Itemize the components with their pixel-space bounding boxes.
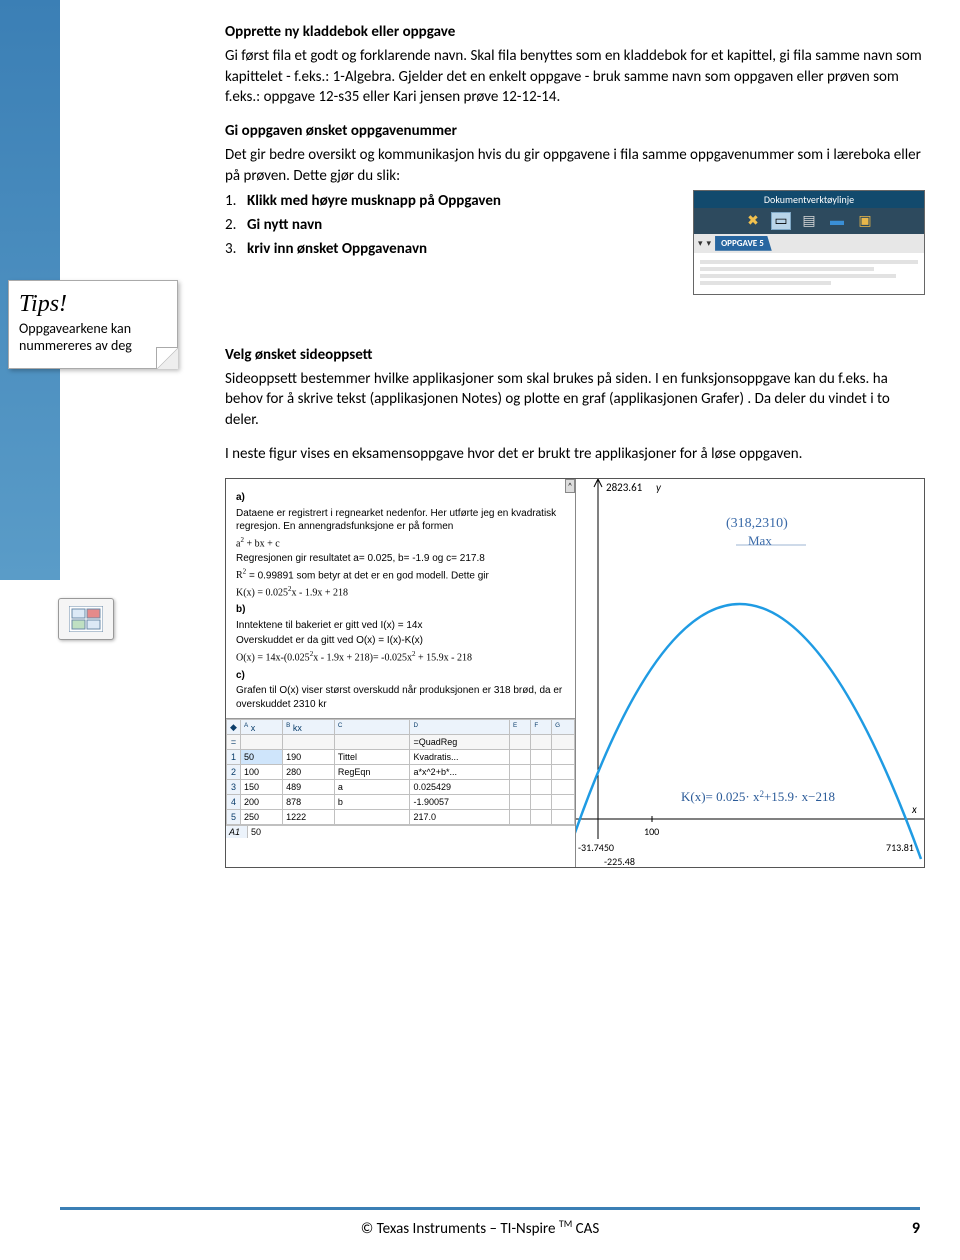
page-layout-icon [58, 598, 114, 640]
footer-rule [60, 1207, 920, 1210]
tips-body: Oppgavearkene kan nummereres av deg [19, 320, 167, 354]
col-c: C [334, 720, 410, 735]
notes-a-2: Regresjonen gir resultatet a= 0.025, b= … [236, 552, 565, 566]
graph-equation: K(x)= 0.025· x2+15.9· x−218 [681, 789, 835, 804]
table-row: 3150489a0.025429 [227, 780, 575, 795]
toolbar-preview [694, 253, 924, 294]
notes-a-r2: R2 = 0.99891 som betyr at det er en god … [236, 568, 565, 583]
svg-text:x: x [911, 803, 917, 816]
para-layout-2: I neste figur vises en eksamensoppgave h… [225, 444, 925, 464]
graph-pane: 2823.61 y (318,2310) Max K(x)= 0.025· x2… [576, 479, 924, 867]
book-icon: ▬ [827, 212, 847, 230]
sheet-header-row: ◆ A x B kx C D E F G [227, 720, 575, 735]
app-screenshot: ^ a) Dataene er registrert i regnearket … [225, 478, 925, 868]
svg-text:Max: Max [748, 533, 772, 548]
folder-icon: ▣ [855, 212, 875, 230]
graph-svg: 2823.61 y (318,2310) Max K(x)= 0.025· x2… [576, 479, 924, 867]
tips-note: Tips! Oppgavearkene kan nummereres av de… [8, 280, 178, 369]
table-row: 4200878b-1.90057 [227, 795, 575, 810]
spreadsheet-pane: ◆ A x B kx C D E F G = =QuadReg [226, 719, 575, 867]
toolbar-screenshot: Dokumentverktøylinje ✖ ▭ ▤ ▬ ▣ ▾ ▾ OPPGA… [693, 190, 925, 295]
page-icon: ▭ [771, 212, 791, 230]
scroll-up-icon: ^ [565, 479, 575, 493]
notes-a-1: Dataene er registrert i regnearket neden… [236, 507, 565, 534]
wrench-icon: ✖ [743, 212, 763, 230]
toolbar-title: Dokumentverktøylinje [694, 191, 924, 208]
formula-row: = =QuadReg [227, 735, 575, 750]
page-number: 9 [912, 1219, 920, 1238]
notes-b-2: Overskuddet er da gitt ved O(x) = I(x)-K… [236, 634, 565, 648]
notes-pane: a) Dataene er registrert i regnearket ne… [226, 479, 575, 719]
folded-corner-icon [156, 347, 178, 369]
main-content: Opprette ny kladdebok eller oppgave Gi f… [225, 10, 925, 868]
table-row: 2100280RegEqna*x^2+b*... [227, 765, 575, 780]
footer-text: © Texas Instruments – TI-Nspire TM CAS [0, 1217, 960, 1238]
svg-text:-31.7450: -31.7450 [578, 841, 614, 854]
para-number: Det gir bedre oversikt og kommunikasjon … [225, 145, 925, 186]
table-row: 52501222217.0 [227, 810, 575, 825]
svg-text:713.81: 713.81 [886, 841, 914, 854]
notes-a-formula: a2 + bx + c [236, 536, 565, 551]
notes-b-1: Inntektene til bakeriet er gitt ved I(x)… [236, 619, 565, 633]
dropdown-icon: ▾ [698, 238, 703, 249]
svg-text:(318,2310): (318,2310) [726, 516, 788, 531]
toolbar-icons: ✖ ▭ ▤ ▬ ▣ [694, 208, 924, 234]
y-top-label: 2823.61 [606, 481, 643, 494]
col-f: F [531, 720, 552, 735]
label-a: a) [236, 491, 565, 505]
chevron-down-icon: ▾ [707, 238, 712, 249]
col-d: D [410, 720, 510, 735]
cell-ref: A1 [226, 826, 248, 838]
active-tab: OPPGAVE 5 [715, 236, 772, 251]
para-layout-1: Sideoppsett bestemmer hvilke applikasjon… [225, 369, 925, 430]
svg-text:-225.48: -225.48 [604, 855, 635, 867]
left-pane: ^ a) Dataene er registrert i regnearket … [226, 479, 576, 867]
tips-title: Tips! [19, 291, 167, 318]
svg-text:100: 100 [644, 825, 659, 838]
label-c: c) [236, 669, 565, 683]
col-a: A x [241, 720, 283, 735]
notes-c: Grafen til O(x) viser størst overskudd n… [236, 684, 565, 711]
spreadsheet-table: ◆ A x B kx C D E F G = =QuadReg [226, 719, 575, 825]
heading-layout: Velg ønsket sideoppsett [225, 345, 925, 365]
cell-value: 50 [248, 826, 264, 838]
clipboard-icon: ▤ [799, 212, 819, 230]
para-create: Gi først fila et godt og forklarende nav… [225, 46, 925, 107]
col-e: E [509, 720, 530, 735]
label-b: b) [236, 603, 565, 617]
toolbar-tabrow: ▾ ▾ OPPGAVE 5 [694, 234, 924, 253]
svg-text:y: y [656, 481, 662, 494]
col-b: B kx [283, 720, 335, 735]
corner-cell: ◆ [227, 720, 241, 735]
notes-a-k: K(x) = 0.0252x - 1.9x + 218 [236, 585, 565, 600]
notes-b-formula: O(x) = 14x-(0.0252x - 1.9x + 218)= -0.02… [236, 650, 565, 665]
heading-create: Opprette ny kladdebok eller oppgave [225, 22, 925, 42]
table-row: 150190TittelKvadratis... [227, 750, 575, 765]
heading-number: Gi oppgaven ønsket oppgavenummer [225, 121, 925, 141]
col-g: G [552, 720, 575, 735]
